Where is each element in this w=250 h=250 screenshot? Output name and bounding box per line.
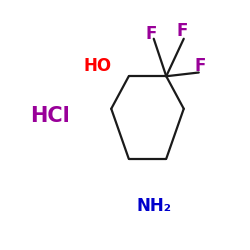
Text: NH₂: NH₂	[136, 197, 171, 215]
Text: F: F	[177, 22, 188, 40]
Text: HCl: HCl	[30, 106, 70, 126]
Text: F: F	[146, 25, 157, 43]
Text: HO: HO	[83, 57, 111, 75]
Text: F: F	[194, 57, 206, 75]
